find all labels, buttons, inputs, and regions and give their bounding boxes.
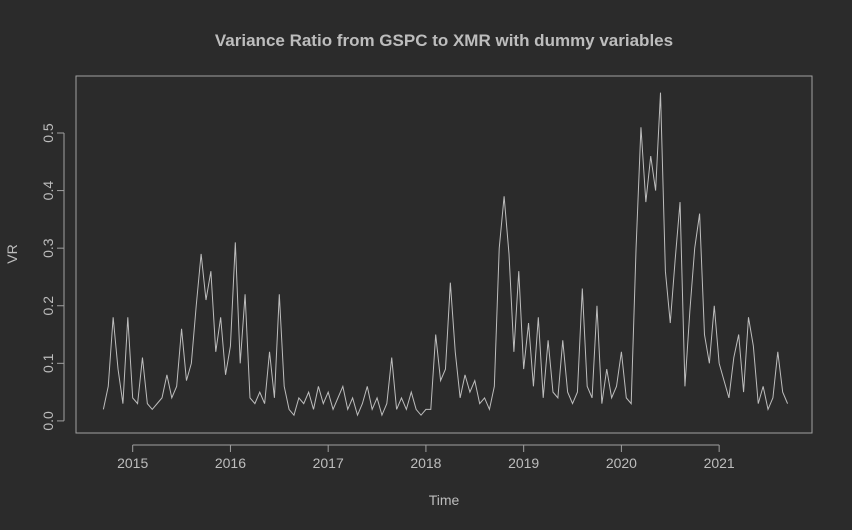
x-tick-label: 2017 <box>313 455 344 471</box>
x-tick-label: 2019 <box>508 455 539 471</box>
x-tick-label: 2020 <box>606 455 637 471</box>
y-tick-label: 0.0 <box>40 411 56 431</box>
y-tick-label: 0.2 <box>40 296 56 316</box>
x-tick-label: 2015 <box>117 455 148 471</box>
x-tick-label: 2021 <box>704 455 735 471</box>
y-tick-label: 0.1 <box>40 353 56 373</box>
y-axis-label: VR <box>4 244 20 263</box>
data-line <box>102 92 789 417</box>
y-tick-label: 0.4 <box>40 181 56 201</box>
chart-title: Variance Ratio from GSPC to XMR with dum… <box>215 31 673 50</box>
y-tick-label: 0.5 <box>40 123 56 143</box>
y-tick-label: 0.3 <box>40 238 56 258</box>
x-tick-label: 2016 <box>215 455 246 471</box>
x-tick-label: 2018 <box>410 455 441 471</box>
x-axis-label: Time <box>429 492 460 508</box>
plot-frame <box>75 75 813 434</box>
